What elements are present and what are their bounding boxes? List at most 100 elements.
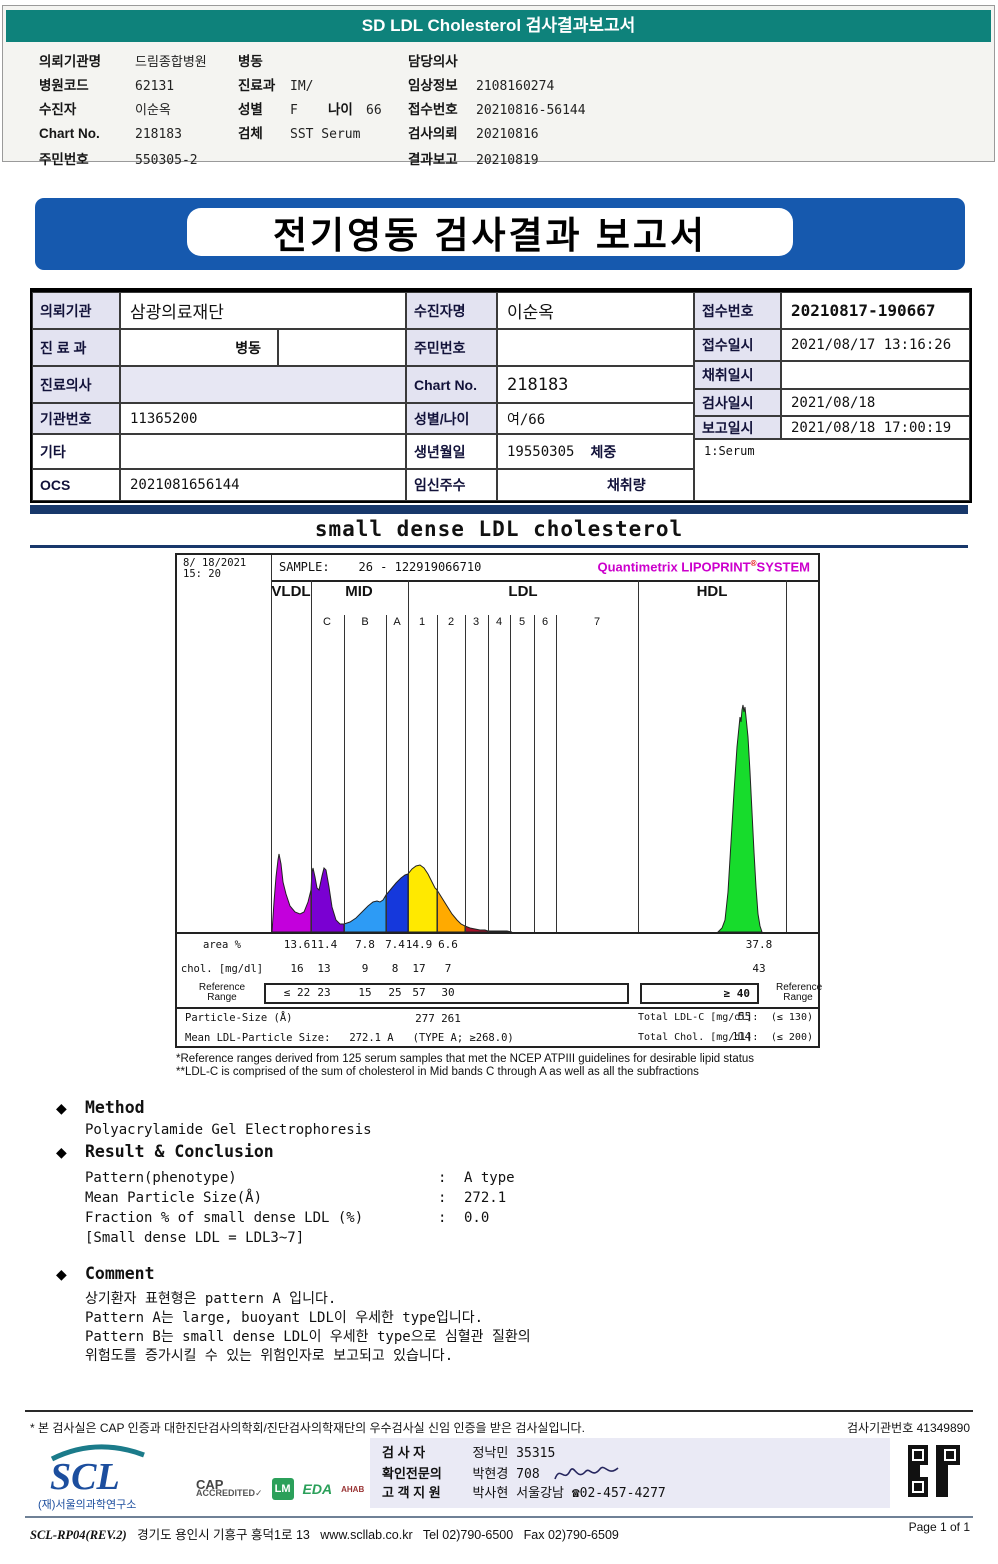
cell-label: 의뢰기관 <box>32 292 120 329</box>
diamond-bullet-icon: ◆ <box>56 1100 67 1116</box>
cell-value: 삼광의료재단 <box>120 292 406 329</box>
cell-value: 2021/08/17 13:16:26 <box>781 329 970 361</box>
field-value: 20210819 <box>476 153 539 168</box>
lane-sub-label: A <box>393 616 401 628</box>
page-number: Page 1 of 1 <box>908 1520 970 1534</box>
signature-box: 검 사 자 정낙민 35315 확인전문의 박현경 708 고 객 지 원 박사… <box>370 1438 890 1508</box>
banner-title: 전기영동 검사결과 보고서 <box>273 215 707 256</box>
field-label: 진료과 <box>238 78 276 93</box>
field-value: 2108160274 <box>476 79 555 94</box>
curve-mid-c <box>310 867 345 932</box>
chol-value: 7 <box>444 962 452 975</box>
particle-size-label: Particle-Size (Å) <box>185 1012 293 1024</box>
area-pct-value: 7.4 <box>385 938 405 951</box>
comment-heading: Comment <box>85 1264 155 1283</box>
reference-value: 23 <box>317 986 331 999</box>
lane-sub-label: 1 <box>418 616 426 628</box>
cell-value <box>497 329 694 366</box>
scl-org-name: (재)서울의과학연구소 <box>38 1499 137 1511</box>
footnote-1: *Reference ranges derived from 125 serum… <box>176 1053 755 1065</box>
field-value: 20210816 <box>476 127 539 142</box>
reference-value: 57 <box>412 986 426 999</box>
comment-line: 상기환자 표현형은 pattern A 입니다. <box>85 1291 337 1307</box>
lane-sub-label: 6 <box>541 616 549 628</box>
result-conclusion-heading: Result & Conclusion <box>85 1142 274 1161</box>
lab-tel: Tel 02)790-6500 <box>422 1528 514 1542</box>
cell-label: 보고일시 <box>694 416 781 439</box>
field-label: 담당의사 <box>408 54 458 69</box>
cell-label: 진료의사 <box>32 366 120 403</box>
curve-vldl <box>271 853 312 932</box>
field-value: 드림종합병원 <box>135 55 207 70</box>
cell-value <box>781 361 970 389</box>
reference-range-label-left: Reference Range <box>198 982 246 1003</box>
area-pct-value: 13.6 <box>283 938 311 951</box>
lane-sub-line <box>386 615 387 932</box>
chart-footnotes: *Reference ranges derived from 125 serum… <box>176 1053 754 1079</box>
lane-group-label: HDL <box>696 583 728 600</box>
cell-value: 218183 <box>497 366 694 403</box>
scl-logo: SCL (재)서울의과학연구소 <box>38 1443 188 1512</box>
field-label: 접수번호 <box>408 102 458 117</box>
lane-group-label: VLDL <box>271 583 311 600</box>
cell-value: 여/66 <box>497 403 694 434</box>
total-chol-value: 114 <box>732 1031 751 1043</box>
field-label: 의뢰기관명 <box>39 54 102 69</box>
particle-size-value: 277 <box>415 1012 435 1025</box>
cell-value: 2021/08/18 <box>781 389 970 416</box>
field-value: 62131 <box>135 79 175 94</box>
field-label: 검사의뢰 <box>408 126 458 141</box>
result-row-label: Pattern(phenotype) <box>85 1170 237 1186</box>
diamond-bullet-icon: ◆ <box>56 1144 67 1160</box>
cell-label: 접수번호 <box>694 292 781 329</box>
diamond-bullet-icon: ◆ <box>56 1266 67 1282</box>
scl-logo-graphic: SCL <box>50 1444 145 1498</box>
field-value: IM/ <box>290 79 314 94</box>
report-header-bar: SD LDL Cholesterol 검사결과보고서 <box>6 10 991 42</box>
colon: : <box>438 1170 447 1186</box>
curve-mid-b <box>343 893 387 932</box>
cell-value <box>120 366 406 403</box>
chart-left-divider <box>271 555 272 932</box>
field-value: 550305-2 <box>135 153 198 168</box>
lane-sub-label: 3 <box>472 616 480 628</box>
lane-sub-label: 5 <box>518 616 526 628</box>
cell-label: 검사일시 <box>694 389 781 416</box>
reference-value: ≤ 22 <box>283 986 311 999</box>
area-pct-value: 14.9 <box>405 938 433 951</box>
reference-range-box-hdl: ≥ 40 <box>640 983 759 1004</box>
cap-accredited-badge: CAP ACCREDITED✓ <box>196 1477 263 1498</box>
field-label: 성별 <box>238 102 263 117</box>
field-value: 20210816-56144 <box>476 103 586 118</box>
cell-label: 생년월일 <box>406 434 497 469</box>
lipoprint-chart: 8/ 18/2021 15: 20 SAMPLE: 26 - 122919066… <box>175 553 822 1048</box>
cell-value: 이순옥 <box>497 292 694 329</box>
cell-empty <box>278 329 406 366</box>
signature-scribble <box>554 1466 619 1480</box>
area-pct-value: 11.4 <box>310 938 338 951</box>
report-header: SD LDL Cholesterol 검사결과보고서 의뢰기관명 드림종합병원 병… <box>2 5 995 168</box>
cell-value: 11365200 <box>120 403 406 434</box>
area-pct-value: 7.8 <box>355 938 375 951</box>
lane-sub-line <box>534 615 535 932</box>
lane-sub-line <box>556 615 557 932</box>
banner-title-box: 전기영동 검사결과 보고서 <box>187 208 793 256</box>
footer-address-line: SCL-RP04(REV.2) 경기도 용인시 기흥구 흥덕1로 13 www.… <box>30 1524 968 1543</box>
total-chol-ref: (≤ 200) <box>770 1032 813 1043</box>
cell-value: 병동 <box>120 329 278 366</box>
total-chol-label: Total Chol. [mg/dl]: <box>638 1032 759 1043</box>
ahab-badge: AHAB <box>341 1484 365 1494</box>
report-title: SD LDL Cholesterol 검사결과보고서 <box>361 16 636 35</box>
chart-datetime: 8/ 18/2021 15: 20 <box>183 557 247 580</box>
eda-badge: EDA <box>302 1481 333 1497</box>
lane-group-line <box>408 580 409 932</box>
collection-volume-label: 채취량 <box>607 477 646 493</box>
lane-group-line <box>638 580 639 932</box>
lane-sub-line <box>344 615 345 932</box>
footer-top-rule <box>25 1410 973 1412</box>
field-value: SST Serum <box>290 127 361 142</box>
cell-value: 19550305 체중 <box>497 434 694 469</box>
result-row-label: Fraction % of small dense LDL (%) <box>85 1210 364 1226</box>
curve-tail <box>487 930 513 932</box>
field-label: 병동 <box>238 54 263 69</box>
